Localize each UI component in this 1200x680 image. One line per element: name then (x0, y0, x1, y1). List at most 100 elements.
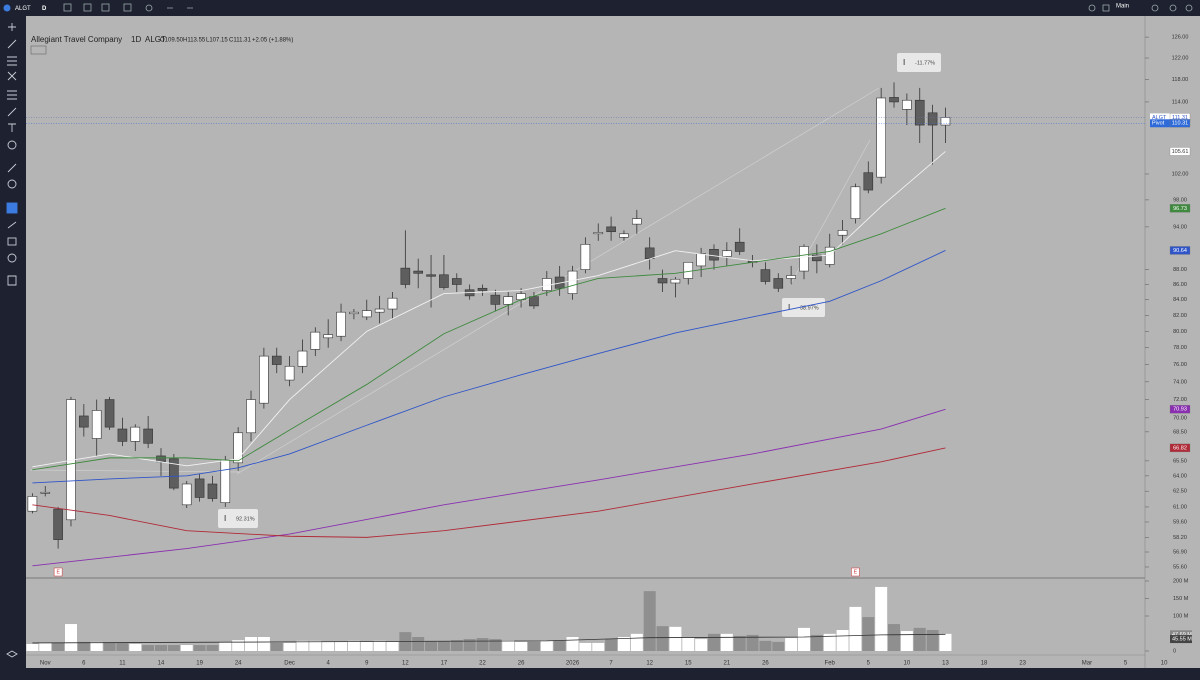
ohlc-value: C111.31 (229, 38, 251, 44)
y-tick-label: 58.20 (1173, 535, 1187, 541)
chart-title: Allegiant Travel Company (31, 35, 122, 44)
y-tick-label: 76.00 (1173, 362, 1187, 368)
y-tick-label: 86.00 (1173, 282, 1187, 288)
volume-bar (489, 639, 502, 651)
volume-bar (129, 644, 142, 651)
moving-average (32, 250, 946, 484)
candle-body (940, 117, 951, 126)
volume-bar (798, 627, 810, 651)
x-tick-label: 10 (904, 661, 911, 667)
candle-body (567, 270, 578, 294)
volume-bar (862, 617, 875, 651)
volume-bar (605, 639, 618, 651)
volume-bar (527, 641, 540, 651)
y-tick-label: 98.00 (1173, 197, 1187, 203)
candle-body (400, 267, 411, 285)
volume-bar (707, 633, 720, 651)
volume-badge-label: 45.55 M (1172, 637, 1192, 643)
volume-bar (39, 642, 52, 651)
moving-average (32, 151, 946, 468)
volume-bar (720, 633, 733, 651)
volume-bar (630, 633, 643, 651)
candle-body (477, 287, 488, 291)
y-tick-label: 59.60 (1173, 519, 1187, 525)
interval[interactable]: D (42, 6, 47, 12)
candle-body (194, 478, 205, 498)
x-tick-label: 9 (365, 661, 369, 667)
candle-body (336, 311, 346, 337)
candle-body (632, 218, 642, 225)
moving-average (32, 447, 946, 538)
candle-body (876, 97, 886, 178)
x-tick-label: Mar (1082, 661, 1092, 667)
candle-body (79, 415, 89, 428)
collapse-button[interactable] (30, 45, 47, 55)
logo (3, 4, 11, 12)
left-toolbar (0, 16, 26, 675)
earnings-box (53, 567, 63, 577)
y-tick-label: 56.90 (1173, 549, 1187, 555)
volume-bar (155, 645, 167, 651)
y-tick-label: 126.00 (1172, 35, 1189, 41)
volume-bar (836, 630, 849, 651)
measure-box (782, 298, 825, 317)
ohlc-value: O109.50 (160, 38, 184, 44)
measure-label: -11.77% (915, 60, 935, 66)
chart-area (26, 16, 1200, 668)
price-badge-label: 90.64 (1173, 248, 1187, 254)
volume-bar (888, 624, 901, 651)
chart-interval: 1D (131, 35, 141, 44)
x-tick-label: 19 (196, 661, 203, 667)
measure-box (218, 509, 258, 528)
volume-bar (682, 637, 695, 651)
volume-bar (463, 639, 476, 651)
candle-body (233, 432, 243, 464)
candle-body (27, 496, 38, 512)
volume-bar (476, 638, 489, 651)
annotations: I 92.31% I 38.97% I -11.77% (218, 53, 941, 528)
drawing-tools[interactable] (6, 23, 18, 658)
volume-bar (759, 640, 772, 651)
candle-body (619, 233, 629, 238)
moving-average (32, 207, 946, 471)
layout-name[interactable]: Main (1116, 4, 1129, 10)
volume-bar (939, 633, 952, 651)
candle-body (53, 508, 63, 540)
y-tick-label: 68.50 (1173, 429, 1187, 435)
x-tick-label: 13 (942, 661, 949, 667)
volume-bar (926, 630, 939, 651)
candle-body (130, 426, 141, 442)
candle-body (374, 308, 385, 313)
chart-symbol: ALGT (145, 35, 166, 44)
candle-body (914, 99, 925, 126)
price-badge-label: 111.31 (1172, 115, 1188, 121)
x-tick-label: 4 (327, 661, 331, 667)
candle-body (207, 483, 218, 499)
candle-body (799, 246, 809, 272)
symbol[interactable]: ALGT (15, 6, 31, 12)
y-tick-label: 118.00 (1172, 77, 1188, 83)
volume-bar (425, 640, 438, 651)
volume-bar (849, 606, 862, 651)
volume-bar (810, 634, 823, 651)
x-tick-label: Dec (284, 661, 295, 667)
price-badge-label: 110.31 (1172, 121, 1188, 127)
y-tick-label: 88.00 (1173, 267, 1187, 273)
y-tick-label: 61.00 (1173, 504, 1187, 510)
y-tick-label: 64.00 (1173, 473, 1187, 479)
volume-bar (283, 642, 296, 651)
earnings-marker: E (854, 569, 858, 575)
x-tick-label: 26 (518, 661, 525, 667)
price-badge (1169, 119, 1191, 128)
x-tick-label: 6 (82, 661, 86, 667)
x-tick-label: 12 (646, 661, 653, 667)
x-tick-label: 7 (609, 661, 613, 667)
price-badge (1169, 405, 1191, 414)
volume-bar (566, 637, 579, 651)
candle-body (580, 244, 591, 270)
price-badge-label: 70.93 (1173, 407, 1187, 413)
candle-body (863, 172, 874, 191)
candle-body (773, 278, 784, 289)
